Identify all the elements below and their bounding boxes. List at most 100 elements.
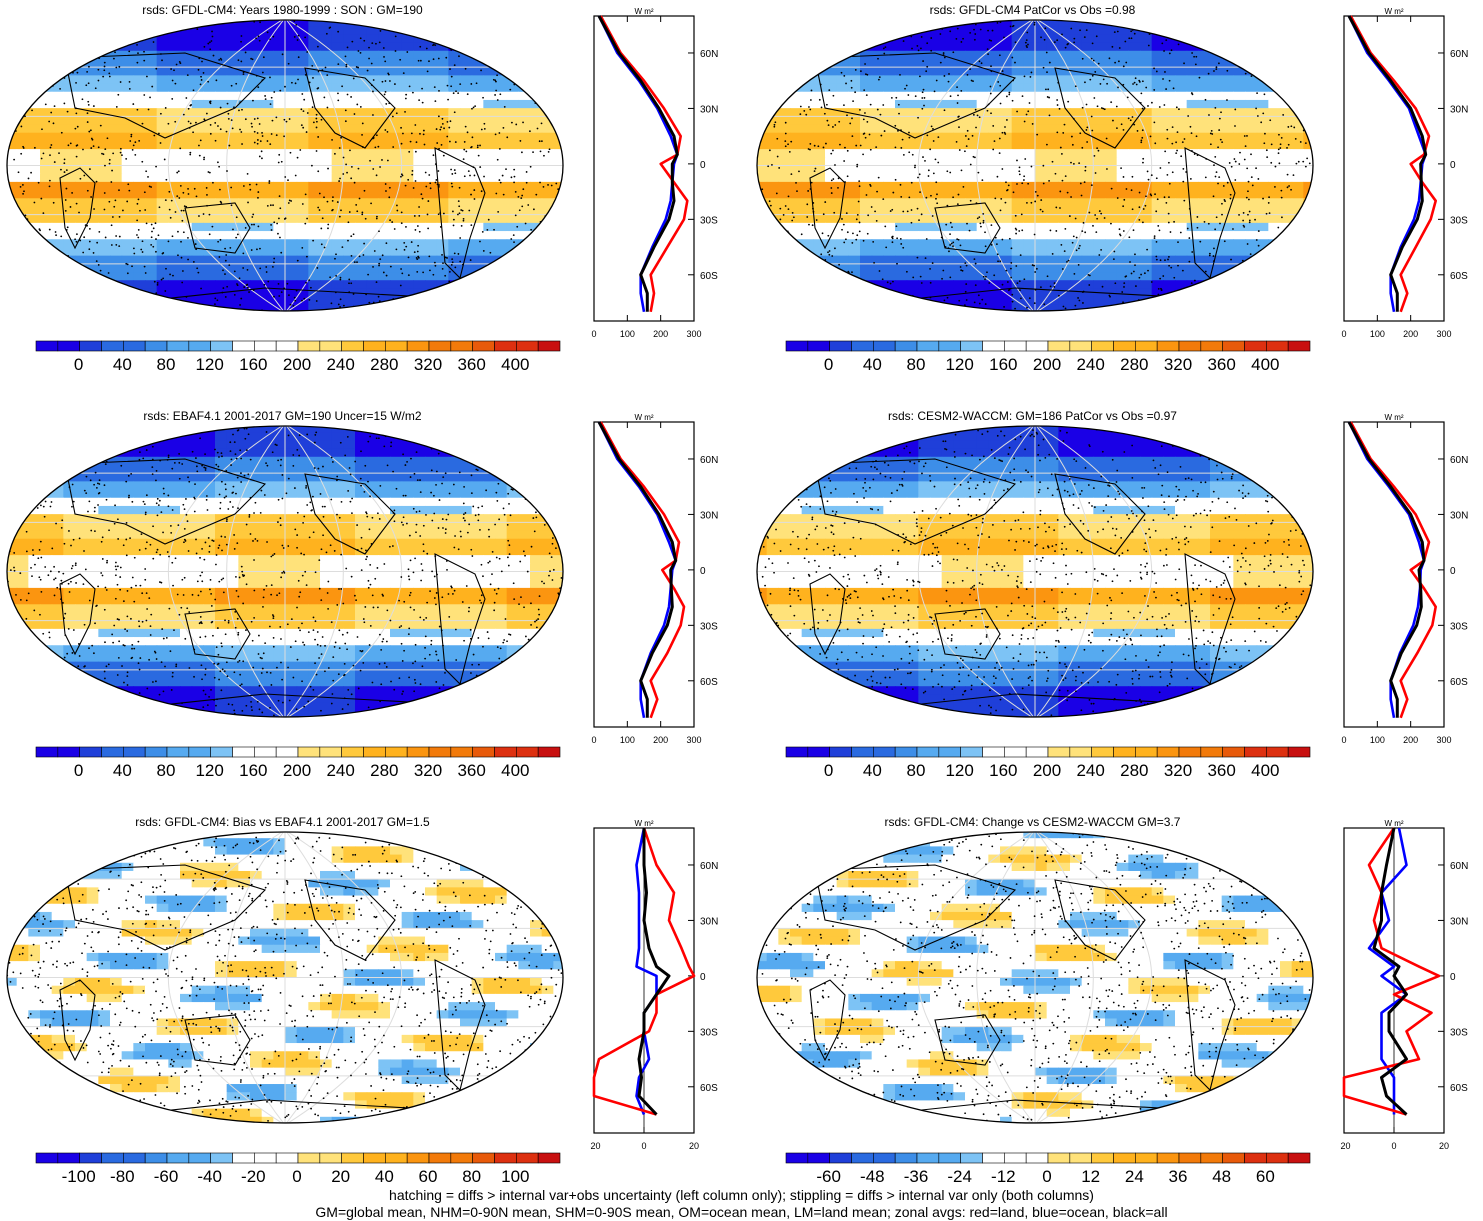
- map-cell: [1163, 50, 1176, 60]
- stipple-dot: [348, 211, 351, 213]
- map-cell: [180, 108, 193, 117]
- map-cell: [145, 34, 158, 44]
- stipple-dot: [536, 65, 539, 68]
- map-cell: [250, 67, 263, 76]
- map-cell: [766, 239, 779, 249]
- map-cell: [98, 239, 111, 249]
- stipple-dot: [320, 227, 323, 230]
- map-cell: [483, 272, 496, 281]
- stipple-dot: [165, 267, 167, 270]
- map-cell: [436, 296, 449, 306]
- map-cell: [848, 99, 861, 109]
- stipple-dot: [450, 85, 453, 88]
- map-cell: [98, 198, 111, 208]
- stipple-dot: [86, 112, 89, 115]
- stipple-dot: [318, 209, 321, 211]
- map-cell: [63, 91, 76, 101]
- map-cell: [883, 42, 896, 52]
- map-cell: [1280, 75, 1293, 85]
- map-cell: [273, 99, 286, 109]
- map-cell: [1280, 50, 1293, 60]
- map-cell: [7, 280, 18, 290]
- map-cell: [1070, 173, 1083, 183]
- stipple-dot: [547, 184, 549, 186]
- map-cell: [285, 42, 298, 52]
- map-cell: [1140, 272, 1153, 281]
- stipple-dot: [110, 224, 113, 227]
- stipple-dot: [400, 222, 403, 225]
- map-cell: [930, 198, 943, 208]
- map-cell: [1140, 206, 1153, 216]
- stipple-dot: [34, 274, 37, 277]
- stipple-dot: [563, 214, 565, 216]
- map-cell: [343, 67, 356, 76]
- map-cell: [530, 75, 543, 85]
- stipple-dot: [73, 64, 76, 67]
- stipple-dot: [164, 290, 167, 292]
- map-cell: [203, 181, 216, 191]
- map-cell: [825, 140, 838, 150]
- stipple-dot: [506, 67, 509, 70]
- stipple-dot: [136, 108, 139, 111]
- map-cell: [436, 50, 449, 60]
- map-cell: [40, 190, 53, 199]
- map-cell: [1198, 181, 1211, 191]
- map-cell: [1256, 198, 1269, 208]
- stipple-dot: [31, 109, 33, 112]
- map-cell: [320, 272, 333, 281]
- map-cell: [1151, 42, 1164, 52]
- map-cell: [553, 239, 563, 249]
- map-cell: [1070, 239, 1083, 249]
- map-cell: [86, 108, 99, 117]
- map-cell: [320, 132, 333, 142]
- map-cell: [871, 116, 884, 126]
- map-cell: [1070, 108, 1083, 117]
- map-cell: [553, 206, 563, 216]
- stipple-dot: [422, 133, 425, 136]
- map-cell: [801, 132, 814, 142]
- map-cell: [401, 42, 414, 52]
- map-cell: [918, 247, 931, 257]
- stipple-dot: [535, 291, 537, 294]
- map-cell: [976, 165, 989, 175]
- map-cell: [191, 272, 204, 281]
- map-cell: [320, 75, 333, 85]
- map-cell: [63, 288, 76, 298]
- map-cell: [1233, 206, 1246, 216]
- map-cell: [976, 231, 989, 240]
- map-cell: [530, 26, 543, 35]
- map-cell: [366, 149, 379, 158]
- map-cell: [836, 280, 849, 290]
- map-cell: [226, 239, 239, 249]
- map-cell: [790, 58, 803, 68]
- map-cell: [825, 206, 838, 216]
- map-cell: [848, 140, 861, 150]
- map-cell: [941, 26, 954, 35]
- map-cell: [261, 247, 274, 257]
- map-cell: [801, 157, 814, 167]
- stipple-dot: [532, 51, 535, 54]
- map-cell: [813, 149, 826, 158]
- map-cell: [766, 288, 779, 298]
- map-cell: [28, 58, 41, 68]
- map-cell: [1303, 173, 1313, 183]
- map-cell: [75, 132, 88, 142]
- map-cell: [1175, 140, 1188, 150]
- map-cell: [541, 26, 554, 35]
- map-cell: [390, 198, 403, 208]
- stipple-dot: [476, 291, 479, 294]
- map-cell: [1046, 149, 1059, 158]
- map-cell: [273, 198, 286, 208]
- map-cell: [16, 198, 29, 208]
- stipple-dot: [155, 67, 158, 70]
- map-cell: [1245, 247, 1258, 257]
- stipple-dot: [427, 200, 430, 202]
- stipple-dot: [315, 113, 318, 116]
- stipple-dot: [356, 261, 358, 264]
- map-cell: [378, 272, 391, 281]
- map-cell: [1245, 108, 1258, 117]
- map-cell: [553, 173, 563, 183]
- map-cell: [28, 140, 41, 150]
- map-cell: [331, 50, 344, 60]
- map-cell: [895, 231, 908, 240]
